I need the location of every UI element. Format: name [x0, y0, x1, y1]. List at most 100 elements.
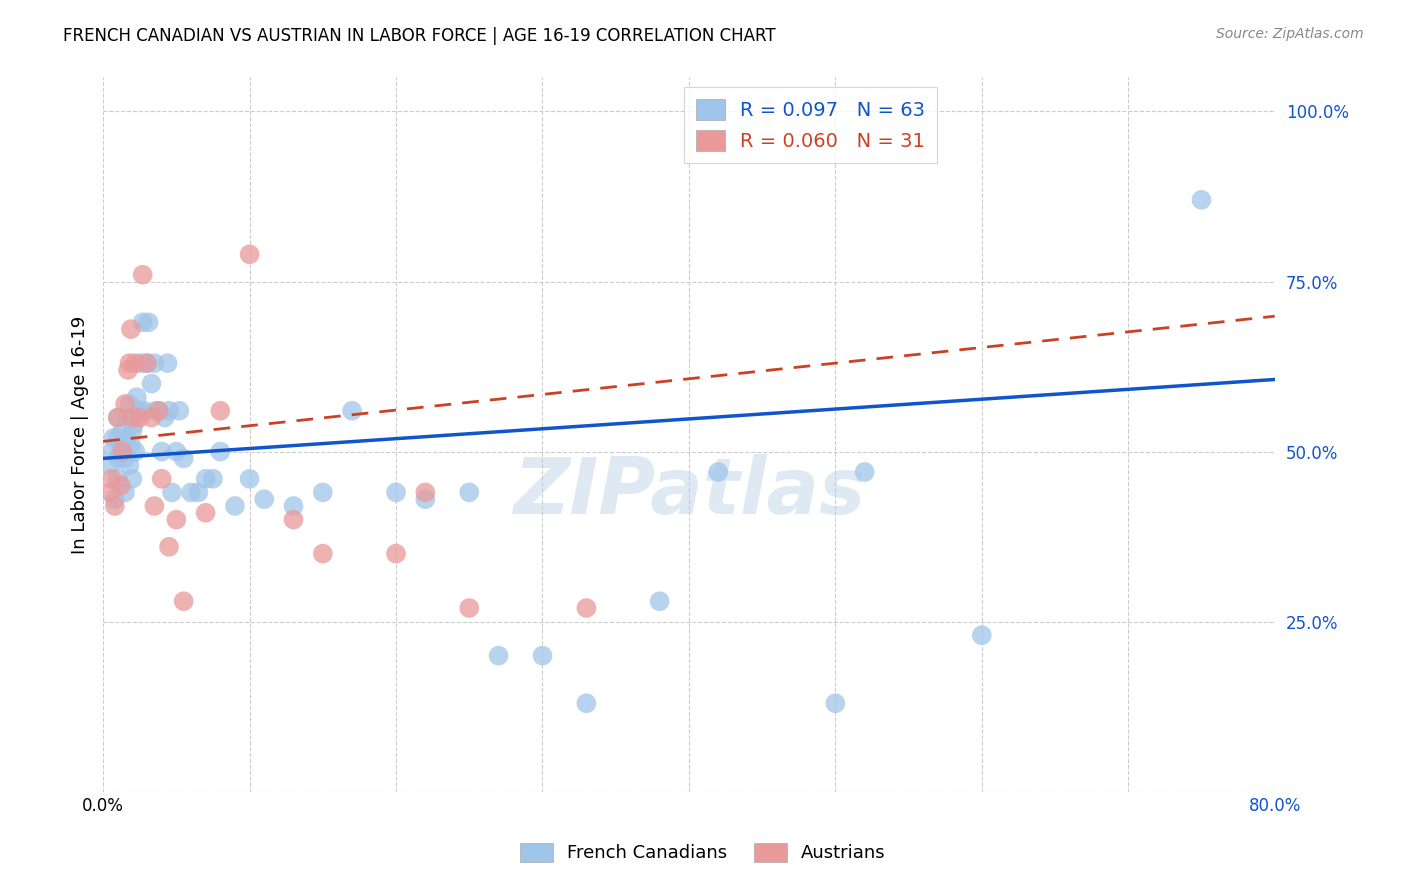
- Point: [124, 444, 146, 458]
- Point: [253, 492, 276, 507]
- Point: [141, 410, 163, 425]
- Point: [312, 485, 335, 500]
- Point: [143, 499, 166, 513]
- Point: [103, 431, 125, 445]
- Point: [134, 403, 156, 417]
- Point: [157, 540, 180, 554]
- Point: [157, 403, 180, 417]
- Point: [101, 444, 124, 458]
- Point: [1191, 193, 1213, 207]
- Point: [128, 403, 150, 417]
- Point: [173, 451, 195, 466]
- Point: [458, 485, 481, 500]
- Point: [312, 547, 335, 561]
- Point: [104, 499, 127, 513]
- Point: [131, 268, 153, 282]
- Point: [136, 356, 159, 370]
- Point: [239, 472, 262, 486]
- Point: [150, 472, 173, 486]
- Point: [488, 648, 510, 663]
- Point: [385, 547, 408, 561]
- Point: [125, 390, 148, 404]
- Point: [148, 403, 170, 417]
- Point: [153, 410, 176, 425]
- Point: [136, 356, 159, 370]
- Point: [283, 499, 305, 513]
- Point: [283, 513, 305, 527]
- Point: [100, 458, 122, 473]
- Legend: R = 0.097   N = 63, R = 0.060   N = 31: R = 0.097 N = 63, R = 0.060 N = 31: [683, 87, 936, 162]
- Legend: French Canadians, Austrians: French Canadians, Austrians: [513, 836, 893, 870]
- Point: [239, 247, 262, 261]
- Point: [110, 478, 132, 492]
- Point: [180, 485, 202, 500]
- Point: [413, 492, 436, 507]
- Point: [107, 410, 129, 425]
- Point: [141, 376, 163, 391]
- Point: [531, 648, 554, 663]
- Point: [124, 356, 146, 370]
- Point: [100, 485, 122, 500]
- Point: [156, 356, 179, 370]
- Point: [145, 403, 167, 417]
- Point: [173, 594, 195, 608]
- Point: [104, 492, 127, 507]
- Y-axis label: In Labor Force | Age 16-19: In Labor Force | Age 16-19: [72, 316, 89, 554]
- Point: [114, 485, 136, 500]
- Text: ZIPatlas: ZIPatlas: [513, 454, 865, 530]
- Point: [118, 397, 141, 411]
- Point: [187, 485, 209, 500]
- Point: [114, 451, 136, 466]
- Point: [201, 472, 224, 486]
- Point: [118, 458, 141, 473]
- Point: [111, 424, 134, 438]
- Point: [150, 444, 173, 458]
- Point: [118, 356, 141, 370]
- Point: [165, 513, 187, 527]
- Point: [121, 424, 143, 438]
- Point: [853, 465, 876, 479]
- Point: [385, 485, 408, 500]
- Point: [114, 397, 136, 411]
- Point: [160, 485, 183, 500]
- Point: [458, 601, 481, 615]
- Point: [169, 403, 191, 417]
- Point: [121, 410, 143, 425]
- Text: FRENCH CANADIAN VS AUSTRIAN IN LABOR FORCE | AGE 16-19 CORRELATION CHART: FRENCH CANADIAN VS AUSTRIAN IN LABOR FOR…: [63, 27, 776, 45]
- Point: [128, 410, 150, 425]
- Point: [115, 431, 138, 445]
- Point: [413, 485, 436, 500]
- Point: [121, 472, 143, 486]
- Point: [340, 403, 363, 417]
- Point: [129, 356, 152, 370]
- Point: [131, 315, 153, 329]
- Point: [194, 472, 217, 486]
- Point: [120, 438, 142, 452]
- Point: [122, 417, 145, 432]
- Point: [209, 444, 232, 458]
- Point: [209, 403, 232, 417]
- Point: [148, 403, 170, 417]
- Point: [117, 410, 139, 425]
- Point: [101, 472, 124, 486]
- Point: [120, 322, 142, 336]
- Point: [575, 601, 598, 615]
- Point: [107, 451, 129, 466]
- Point: [107, 410, 129, 425]
- Point: [117, 363, 139, 377]
- Point: [970, 628, 993, 642]
- Point: [107, 472, 129, 486]
- Point: [165, 444, 187, 458]
- Text: Source: ZipAtlas.com: Source: ZipAtlas.com: [1216, 27, 1364, 41]
- Point: [111, 444, 134, 458]
- Point: [707, 465, 730, 479]
- Point: [824, 696, 846, 710]
- Point: [143, 356, 166, 370]
- Point: [648, 594, 671, 608]
- Point: [194, 506, 217, 520]
- Point: [575, 696, 598, 710]
- Point: [107, 431, 129, 445]
- Point: [138, 315, 160, 329]
- Point: [224, 499, 246, 513]
- Point: [110, 444, 132, 458]
